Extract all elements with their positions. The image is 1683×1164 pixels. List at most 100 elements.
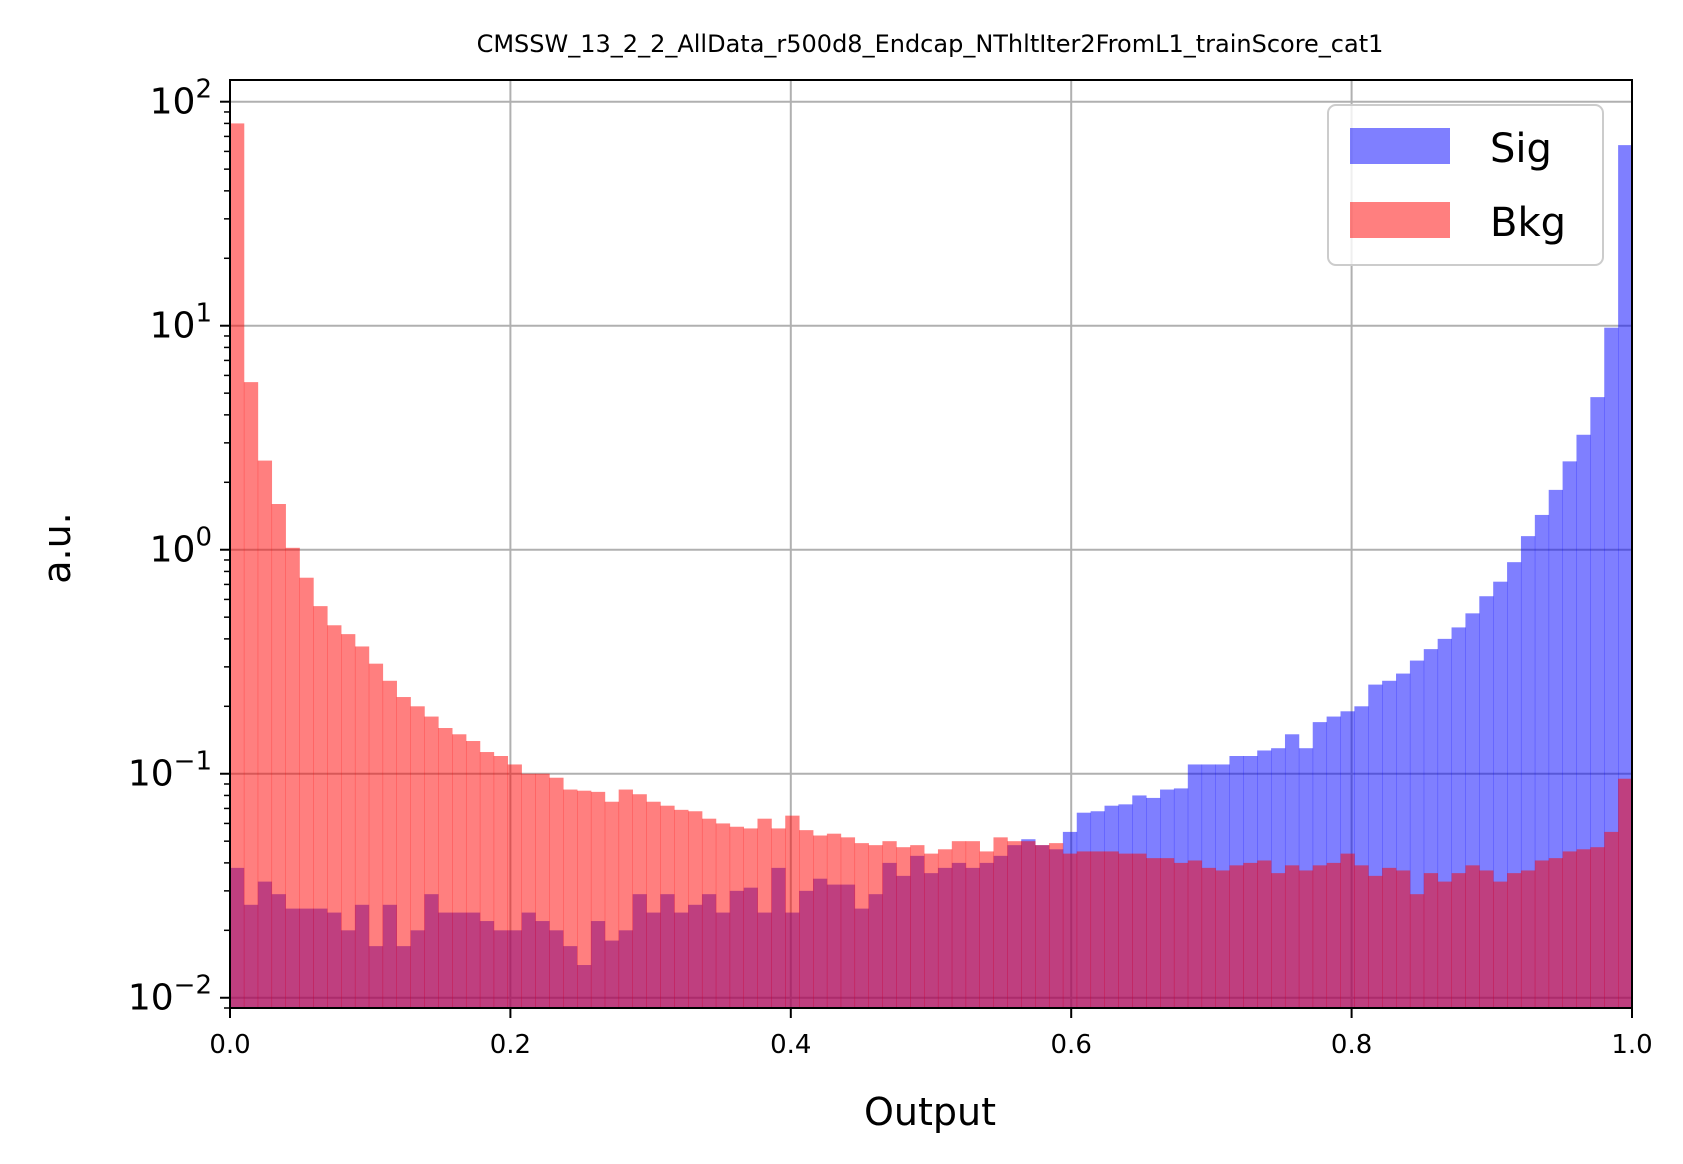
bkg-bar — [1562, 851, 1577, 1008]
bkg-bar — [646, 801, 661, 1008]
bkg-bar — [493, 756, 509, 1008]
bkg-bar — [1479, 870, 1494, 1008]
bkg-bar — [715, 823, 731, 1008]
bkg-bar — [549, 777, 564, 1008]
x-tick-label: 0.0 — [209, 1030, 250, 1060]
bkg-bar — [563, 789, 578, 1008]
bkg-bar — [799, 830, 814, 1008]
bkg-bar — [327, 625, 342, 1008]
bkg-bar — [604, 801, 620, 1008]
bkg-bar — [354, 646, 370, 1008]
bkg-bar — [1146, 858, 1161, 1008]
y-tick-label: 102 — [150, 75, 212, 123]
bkg-bar — [1423, 873, 1439, 1008]
bkg-bar — [757, 818, 772, 1008]
bkg-bar — [1187, 860, 1203, 1008]
bkg-bar — [257, 460, 273, 1009]
bkg-bar — [660, 805, 675, 1008]
bkg-bar — [743, 828, 758, 1008]
bkg-bar — [410, 706, 425, 1008]
bkg-bar — [896, 847, 911, 1008]
bkg-bar — [230, 123, 245, 1009]
bkg-bar — [785, 815, 800, 1008]
legend-swatch-sig — [1350, 128, 1450, 164]
bkg-bar — [979, 851, 994, 1008]
bkg-bar — [1548, 858, 1563, 1008]
bkg-bar — [1590, 847, 1605, 1008]
bkg-bar — [1354, 865, 1369, 1008]
bkg-bar — [479, 752, 495, 1008]
bkg-bar — [1340, 853, 1355, 1008]
x-tick-label: 0.4 — [770, 1030, 811, 1060]
x-tick-label: 0.8 — [1331, 1030, 1372, 1060]
bkg-bar — [1382, 867, 1397, 1008]
bkg-bar — [688, 811, 703, 1008]
bkg-bar — [1604, 831, 1619, 1008]
bkg-bar — [1576, 849, 1591, 1008]
bkg-bar — [1048, 843, 1064, 1008]
bkg-bar — [1132, 853, 1147, 1008]
bkg-bar — [1368, 875, 1383, 1008]
bkg-bar — [937, 849, 953, 1008]
bkg-bar — [368, 663, 384, 1008]
bkg-bar — [618, 789, 633, 1008]
bkg-bar — [1271, 873, 1286, 1008]
bkg-bar — [1451, 873, 1466, 1008]
bkg-bar — [396, 697, 411, 1008]
bkg-bar — [924, 853, 939, 1008]
y-axis-ticks: 10−2 10−1 100 101 102 — [128, 75, 230, 1019]
y-tick-label: 101 — [150, 299, 212, 347]
bkg-bar — [438, 728, 453, 1008]
bkg-bar — [507, 764, 522, 1008]
bkg-bar — [382, 680, 397, 1008]
y-axis-label: a.u. — [35, 512, 79, 584]
bkg-bar — [521, 773, 536, 1008]
plot-frame — [229, 79, 1633, 1009]
bkg-bar — [1076, 851, 1092, 1008]
bkg-bar — [1534, 860, 1550, 1008]
legend-label-sig: Sig — [1490, 126, 1552, 172]
bkg-bar — [1298, 870, 1314, 1008]
bkg-bar — [674, 809, 689, 1008]
bkg-bar — [1229, 865, 1244, 1008]
x-tick-label: 1.0 — [1611, 1030, 1652, 1060]
bkg-bar — [1173, 862, 1189, 1008]
bkg-bar — [243, 382, 259, 1008]
bkg-bar — [313, 606, 328, 1008]
x-axis-label: Output — [864, 1090, 996, 1134]
bkg-bar — [1118, 853, 1133, 1008]
bkg-bar — [910, 845, 925, 1008]
bkg-bar — [1160, 858, 1175, 1008]
bkg-bar — [1257, 860, 1272, 1008]
x-tick-label: 0.6 — [1051, 1030, 1092, 1060]
bkg-bar — [868, 845, 883, 1008]
bkg-bar — [1021, 841, 1036, 1008]
bkg-bar — [993, 837, 1008, 1008]
bkg-bar — [1520, 870, 1536, 1008]
bkg-bar — [1035, 845, 1050, 1008]
bkg-bar — [1465, 865, 1480, 1008]
legend-swatch-bkg — [1350, 202, 1450, 238]
bkg-bar — [1507, 873, 1522, 1008]
bkg-bar — [590, 791, 606, 1008]
bkg-bar — [299, 577, 314, 1008]
y-tick-label: 100 — [150, 523, 212, 571]
y-tick-label: 10−2 — [128, 971, 212, 1019]
x-tick-label: 0.2 — [490, 1030, 531, 1060]
bkg-bar — [965, 841, 980, 1008]
bkg-bar — [465, 741, 481, 1008]
bkg-bar — [271, 504, 286, 1008]
x-axis-ticks: 0.0 0.2 0.4 0.6 0.8 1.0 — [209, 1008, 1653, 1060]
bkg-bar — [1326, 862, 1341, 1008]
bkg-bar — [341, 634, 356, 1008]
bkg-bar — [424, 716, 439, 1008]
bkg-bar — [1090, 851, 1105, 1008]
bkg-bar — [1215, 870, 1230, 1008]
bkg-bar — [1409, 894, 1425, 1008]
legend: Sig Bkg — [1327, 104, 1604, 266]
bkg-bar — [1062, 853, 1078, 1008]
bkg-bar — [1618, 778, 1633, 1008]
bkg-bar — [1201, 867, 1216, 1008]
bkg-bar — [882, 841, 897, 1008]
bkg-bar — [771, 828, 786, 1008]
